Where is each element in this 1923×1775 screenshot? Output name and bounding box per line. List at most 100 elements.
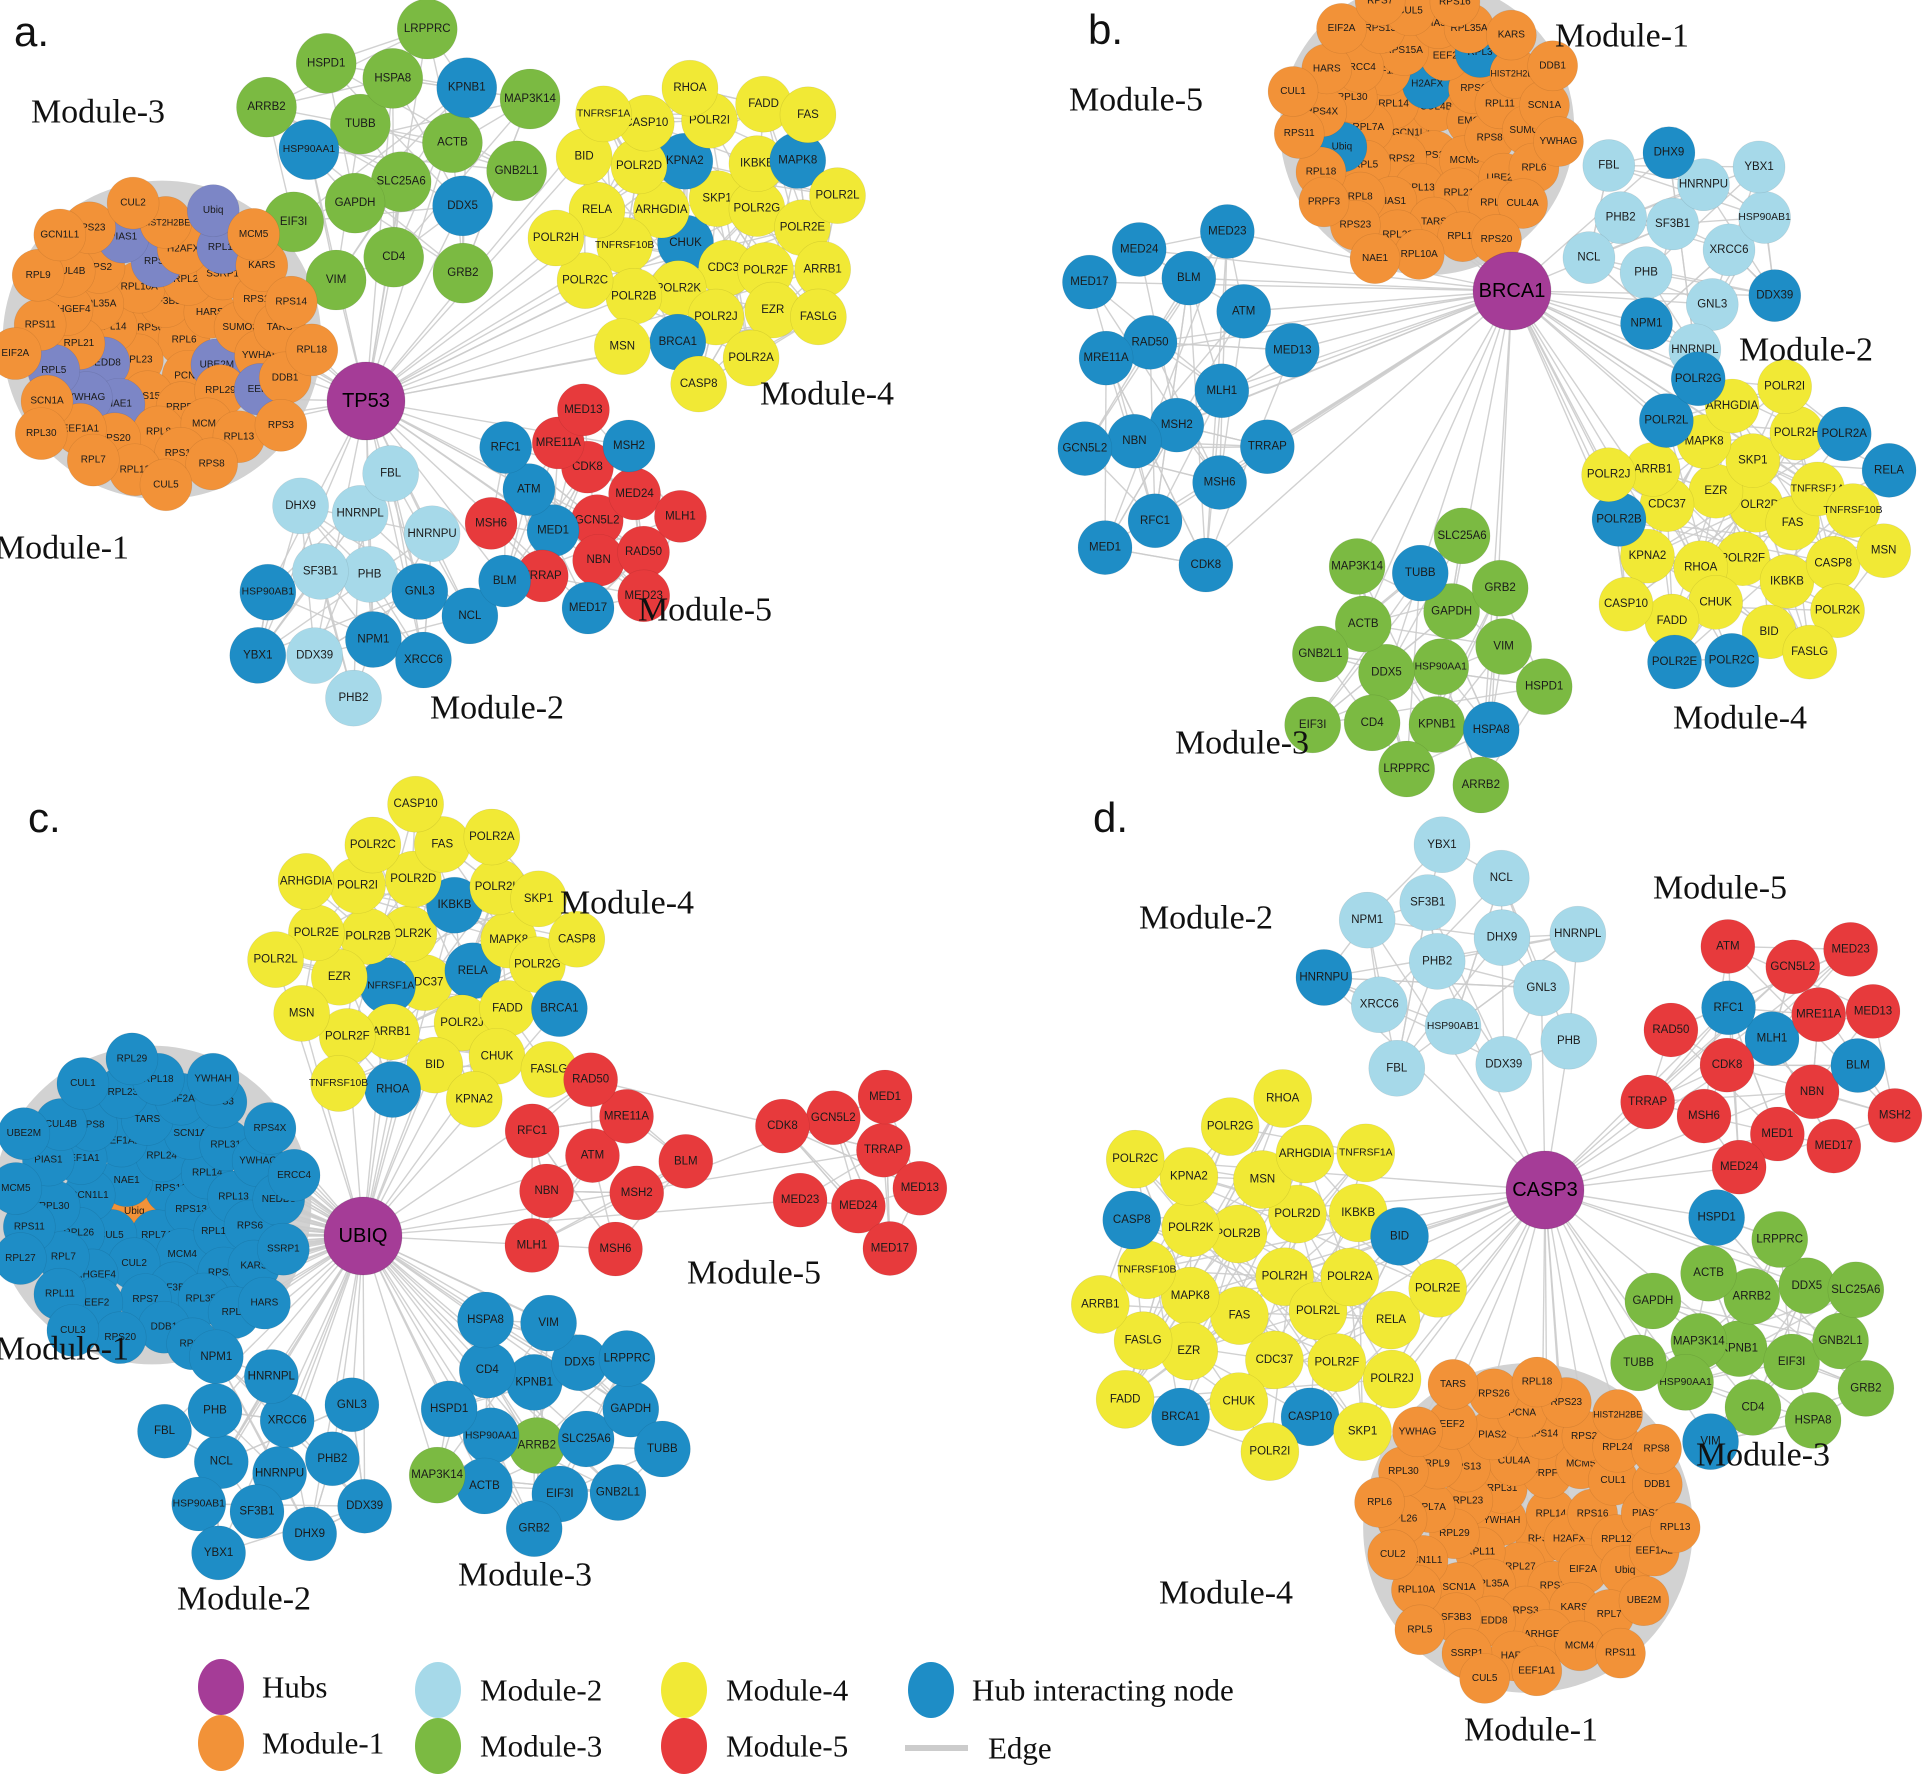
gene-node-label: NCL xyxy=(1490,872,1514,884)
gene-node-label: CUL4B xyxy=(45,1119,78,1130)
gene-node-circle xyxy=(1497,178,1548,229)
gene-node-label: DHX9 xyxy=(1654,147,1685,159)
gene-node: RPS11 xyxy=(1595,1627,1646,1679)
gene-node-label: VIM xyxy=(326,274,346,286)
hub-edge xyxy=(365,268,823,402)
gene-node-circle xyxy=(1399,874,1457,931)
gene-node-label: RPL6 xyxy=(222,1307,247,1318)
hub-edge xyxy=(362,1235,616,1250)
gene-node-circle xyxy=(1151,1387,1210,1447)
gene-node: HSP90AB1 xyxy=(1424,998,1482,1055)
gene-node-label: POLR2E xyxy=(1415,1282,1461,1294)
gene-node: XRCC6 xyxy=(1702,223,1756,277)
gene-node: FADD xyxy=(1644,593,1700,649)
gene-node-label: RPS15A xyxy=(1385,45,1424,56)
gene-node: EEF1A1 xyxy=(1511,1645,1563,1697)
gene-node: DDB1 xyxy=(1527,40,1578,92)
gene-node-label: ARRB2 xyxy=(247,101,285,113)
gene-node-label: RPL24 xyxy=(146,1150,177,1161)
gene-node-label: GRB2 xyxy=(1850,1382,1881,1394)
gene-node-circle xyxy=(1240,1422,1300,1481)
gene-node-label: EIF2A xyxy=(1328,23,1356,34)
gene-node: GNL3 xyxy=(1513,959,1570,1017)
gene-node-label: EEF1A1 xyxy=(63,1153,101,1164)
gene-node-circle xyxy=(1423,583,1480,640)
gene-node: YBX1 xyxy=(1732,140,1786,194)
gene-node-label: GNL3 xyxy=(337,1399,367,1411)
edge xyxy=(1427,902,1505,1065)
gene-node: MED1 xyxy=(1750,1106,1805,1162)
gene-node-label: POLR2B xyxy=(1215,1228,1261,1240)
gene-node-label: ACTB xyxy=(469,1480,500,1492)
gene-node-circle xyxy=(1113,1311,1173,1370)
gene-node-label: POLR2D xyxy=(616,160,662,172)
gene-node-circle xyxy=(105,1032,159,1086)
hub-edge xyxy=(362,1079,592,1237)
gene-node-circle xyxy=(67,433,120,487)
gene-node: ERCC4 xyxy=(267,1148,321,1202)
panel-letter: c. xyxy=(28,794,61,841)
gene-node-label: RPL26 xyxy=(173,274,204,285)
gene-node-label: POLR2I xyxy=(337,879,378,891)
gene-node: TRRAP xyxy=(856,1122,911,1178)
gene-node-circle xyxy=(1810,583,1865,639)
gene-node-label: RPS20 xyxy=(104,1332,136,1343)
legend-label: Module-4 xyxy=(726,1673,849,1708)
gene-node-circle xyxy=(1343,694,1401,752)
gene-node-label: NBN xyxy=(1800,1086,1824,1098)
gene-node: MSH2 xyxy=(1867,1088,1923,1143)
gene-node-label: RELA xyxy=(458,965,488,977)
gene-node-label: TARS xyxy=(267,322,293,333)
gene-node: POLR2A xyxy=(1320,1247,1380,1307)
gene-node-label: POLR2A xyxy=(728,352,774,364)
gene-node-label: DDB1 xyxy=(272,372,299,383)
gene-node-label: MCM4 xyxy=(168,1249,198,1260)
gene-node-label: SSRP1 xyxy=(267,1244,300,1255)
gene-node-label: RPS11 xyxy=(25,319,56,330)
gene-node-label: SKP1 xyxy=(702,193,731,205)
gene-node-label: SF3B1 xyxy=(1410,897,1445,909)
gene-node-label: SSRP1 xyxy=(206,268,239,279)
gene-node-label: MSN xyxy=(1871,545,1897,557)
gene-node-label: MED1 xyxy=(869,1091,901,1103)
gene-node: CD4 xyxy=(1724,1379,1782,1436)
edge xyxy=(1396,933,1579,1069)
gene-node-circle xyxy=(505,1500,563,1557)
gene-node-circle xyxy=(408,1446,466,1504)
gene-node-label: FASLG xyxy=(530,1064,567,1076)
edge xyxy=(531,1160,687,1247)
gene-node-label: NPM1 xyxy=(1631,318,1663,330)
gene-node-circle xyxy=(331,485,389,542)
gene-node-label: YWHAH xyxy=(242,350,279,361)
legend-item: Hubs xyxy=(198,1659,327,1715)
gene-node-label: RPL27 xyxy=(5,1253,36,1264)
gene-node-circle xyxy=(1827,1261,1885,1319)
gene-node-circle xyxy=(772,1172,828,1228)
module-label: Module-2 xyxy=(177,1581,311,1618)
gene-node: RPL5 xyxy=(1394,1604,1446,1656)
gene-node-label: XRCC6 xyxy=(268,1415,307,1427)
gene-node-circle xyxy=(1642,126,1696,180)
gene-node-label: RAD50 xyxy=(1131,336,1168,348)
gene-node-label: RPS16 xyxy=(1577,1508,1609,1519)
gene-node-label: EZR xyxy=(328,971,351,983)
gene-node: HNRNPU xyxy=(1677,158,1730,212)
gene-node-label: HARS xyxy=(251,1298,279,1309)
gene-node-circle xyxy=(236,76,297,138)
gene-node-circle xyxy=(1744,1011,1800,1066)
gene-node-label: HIST2H2BE xyxy=(1593,1410,1642,1420)
legend-swatch xyxy=(415,1718,461,1774)
gene-node-label: HSPD1 xyxy=(1697,1212,1735,1224)
gene-node-circle xyxy=(1757,359,1812,414)
gene-node-circle xyxy=(191,1525,246,1581)
gene-node-label: HNRNPU xyxy=(1679,179,1728,191)
gene-node-circle xyxy=(755,1098,810,1154)
gene-node-circle xyxy=(387,775,444,833)
gene-node-label: FADD xyxy=(492,1002,523,1014)
gene-node-circle xyxy=(1527,40,1578,92)
gene-node: GRB2 xyxy=(1837,1360,1895,1417)
gene-node-label: MSH2 xyxy=(613,440,645,452)
gene-node-label: BID xyxy=(1760,626,1779,638)
gene-node-circle xyxy=(272,477,329,535)
gene-node: CASP8 xyxy=(548,910,606,968)
